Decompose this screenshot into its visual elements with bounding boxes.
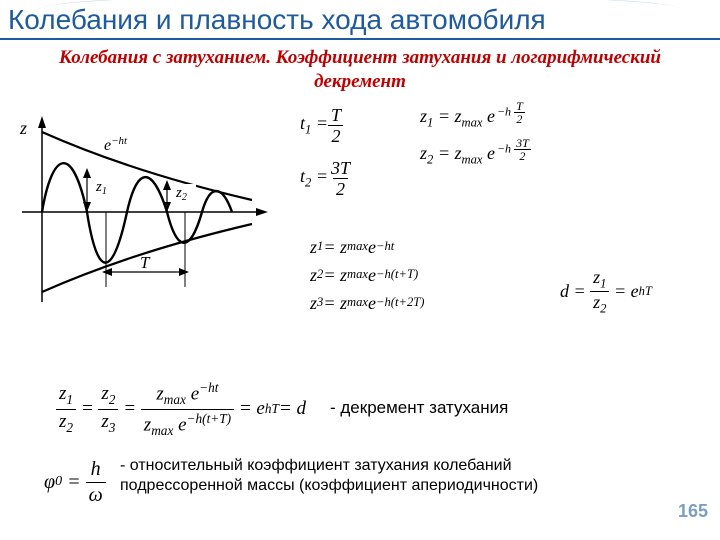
amplitude-equations-1: z1 = zmax e −h T2 z2 = zmax e −h 3T2	[420, 106, 531, 178]
period-label: T	[140, 253, 151, 272]
page-title: Колебания и плавность хода автомобиля	[8, 4, 712, 36]
z-axis-label: z	[19, 118, 27, 138]
decrement-equation: d = z1 z2 = ehT	[560, 268, 652, 315]
amplitude-equations-2: z1 = zmax e−ht z2 = zmax e−h(t+T) z3 = z…	[310, 238, 424, 322]
time-equations: t1 = T2 t2 = 3T2	[300, 106, 353, 208]
title-bar: Колебания и плавность хода автомобиля	[0, 0, 720, 40]
phi-equation: φ0 = hω	[44, 458, 106, 507]
ratio-equation: z1z2 = z2z3 = zmax e−ht zmax e−h(t+T) = …	[56, 380, 306, 439]
envelope-label: e−ht	[104, 135, 128, 154]
page-number: 165	[678, 501, 708, 522]
subtitle: Колебания с затуханием. Коэффициент зату…	[0, 40, 720, 98]
decrement-label: - декремент затухания	[330, 398, 508, 418]
content-area: z e−ht z1 z2 T t1 = T2 t2 =	[0, 98, 720, 528]
damped-oscillation-graph: z e−ht z1 z2 T	[12, 112, 272, 312]
phi-label: - относительный коэффициент затухания ко…	[120, 456, 630, 496]
